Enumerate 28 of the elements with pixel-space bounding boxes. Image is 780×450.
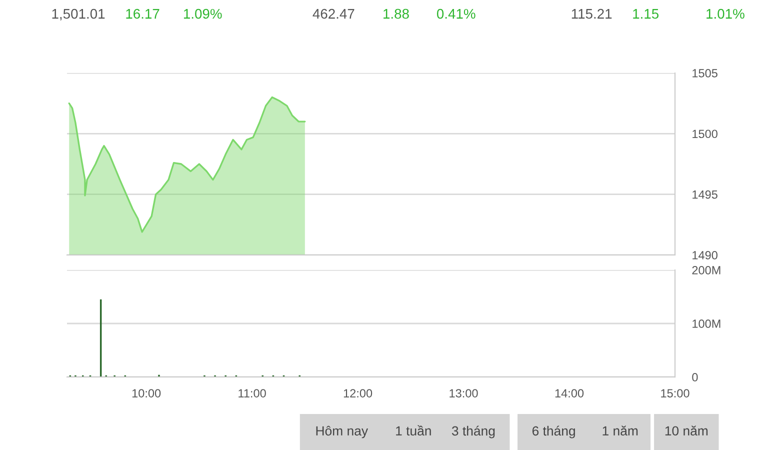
text: 1 năm bbox=[602, 426, 638, 436]
text: 115.21 bbox=[572, 8, 612, 19]
text: 6 tháng bbox=[532, 426, 575, 438]
text: 3 tháng bbox=[452, 426, 495, 438]
y-tick-label: 1500 bbox=[692, 130, 718, 138]
text: 1.01% bbox=[706, 8, 744, 19]
text: 1 tuần bbox=[396, 425, 431, 436]
text: 16.17 bbox=[126, 8, 160, 19]
text: 462.47 bbox=[312, 8, 354, 19]
text: 1.09% bbox=[184, 8, 222, 19]
x-tick-label: 11:00 bbox=[238, 389, 266, 398]
text: 1,501.01 bbox=[52, 8, 105, 20]
text: 1.15 bbox=[633, 9, 659, 19]
x-tick-label: 10:00 bbox=[132, 389, 161, 398]
y-tick-label: 200M bbox=[692, 266, 720, 274]
y-tick-label: 1505 bbox=[692, 69, 718, 78]
text: Hôm nay bbox=[316, 426, 368, 438]
x-tick-label: 15:00 bbox=[661, 389, 690, 398]
x-tick-label: 14:00 bbox=[555, 389, 584, 398]
text: 1.88 bbox=[384, 8, 409, 19]
y-tick-label: 1495 bbox=[692, 190, 718, 199]
y-tick-label: 100M bbox=[692, 320, 720, 328]
text: 10 năm bbox=[665, 426, 708, 436]
y-tick-label: 1490 bbox=[692, 251, 718, 260]
x-tick-label: 12:00 bbox=[344, 389, 372, 398]
x-tick-label: 13:00 bbox=[450, 389, 478, 398]
text: 0.41% bbox=[436, 8, 476, 19]
y-tick-label: 0 bbox=[692, 373, 698, 382]
